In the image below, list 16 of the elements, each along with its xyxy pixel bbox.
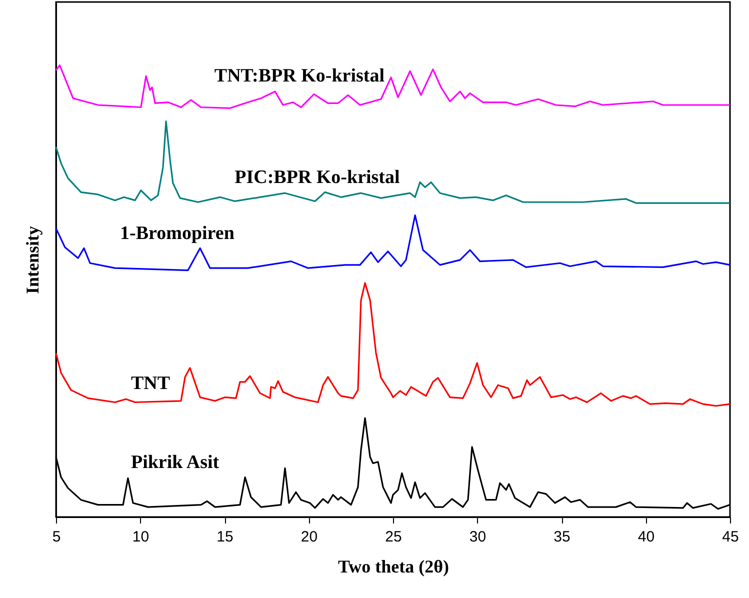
series-label: 1-Bromopiren: [120, 223, 235, 244]
x-tick-label: 45: [722, 528, 739, 546]
x-tick-label: 10: [132, 528, 150, 546]
x-tick-label: 30: [469, 528, 486, 546]
x-tick-label: 35: [554, 528, 570, 546]
x-tick-label: 5: [52, 528, 61, 546]
series-label: TNT:BPR Ko-kristal: [214, 66, 385, 87]
series-label: PIC:BPR Ko-kristal: [234, 167, 400, 188]
series-label: Pikrik Asit: [130, 452, 220, 473]
x-tick-label: 15: [216, 528, 234, 546]
x-axis-title: Two theta (2θ): [338, 556, 450, 576]
x-tick-label: 40: [638, 528, 655, 546]
series-label: TNT: [130, 372, 170, 394]
x-tick-label: 25: [385, 528, 402, 546]
x-tick-label: 20: [300, 528, 318, 546]
y-axis-title: Intensity: [22, 226, 42, 294]
